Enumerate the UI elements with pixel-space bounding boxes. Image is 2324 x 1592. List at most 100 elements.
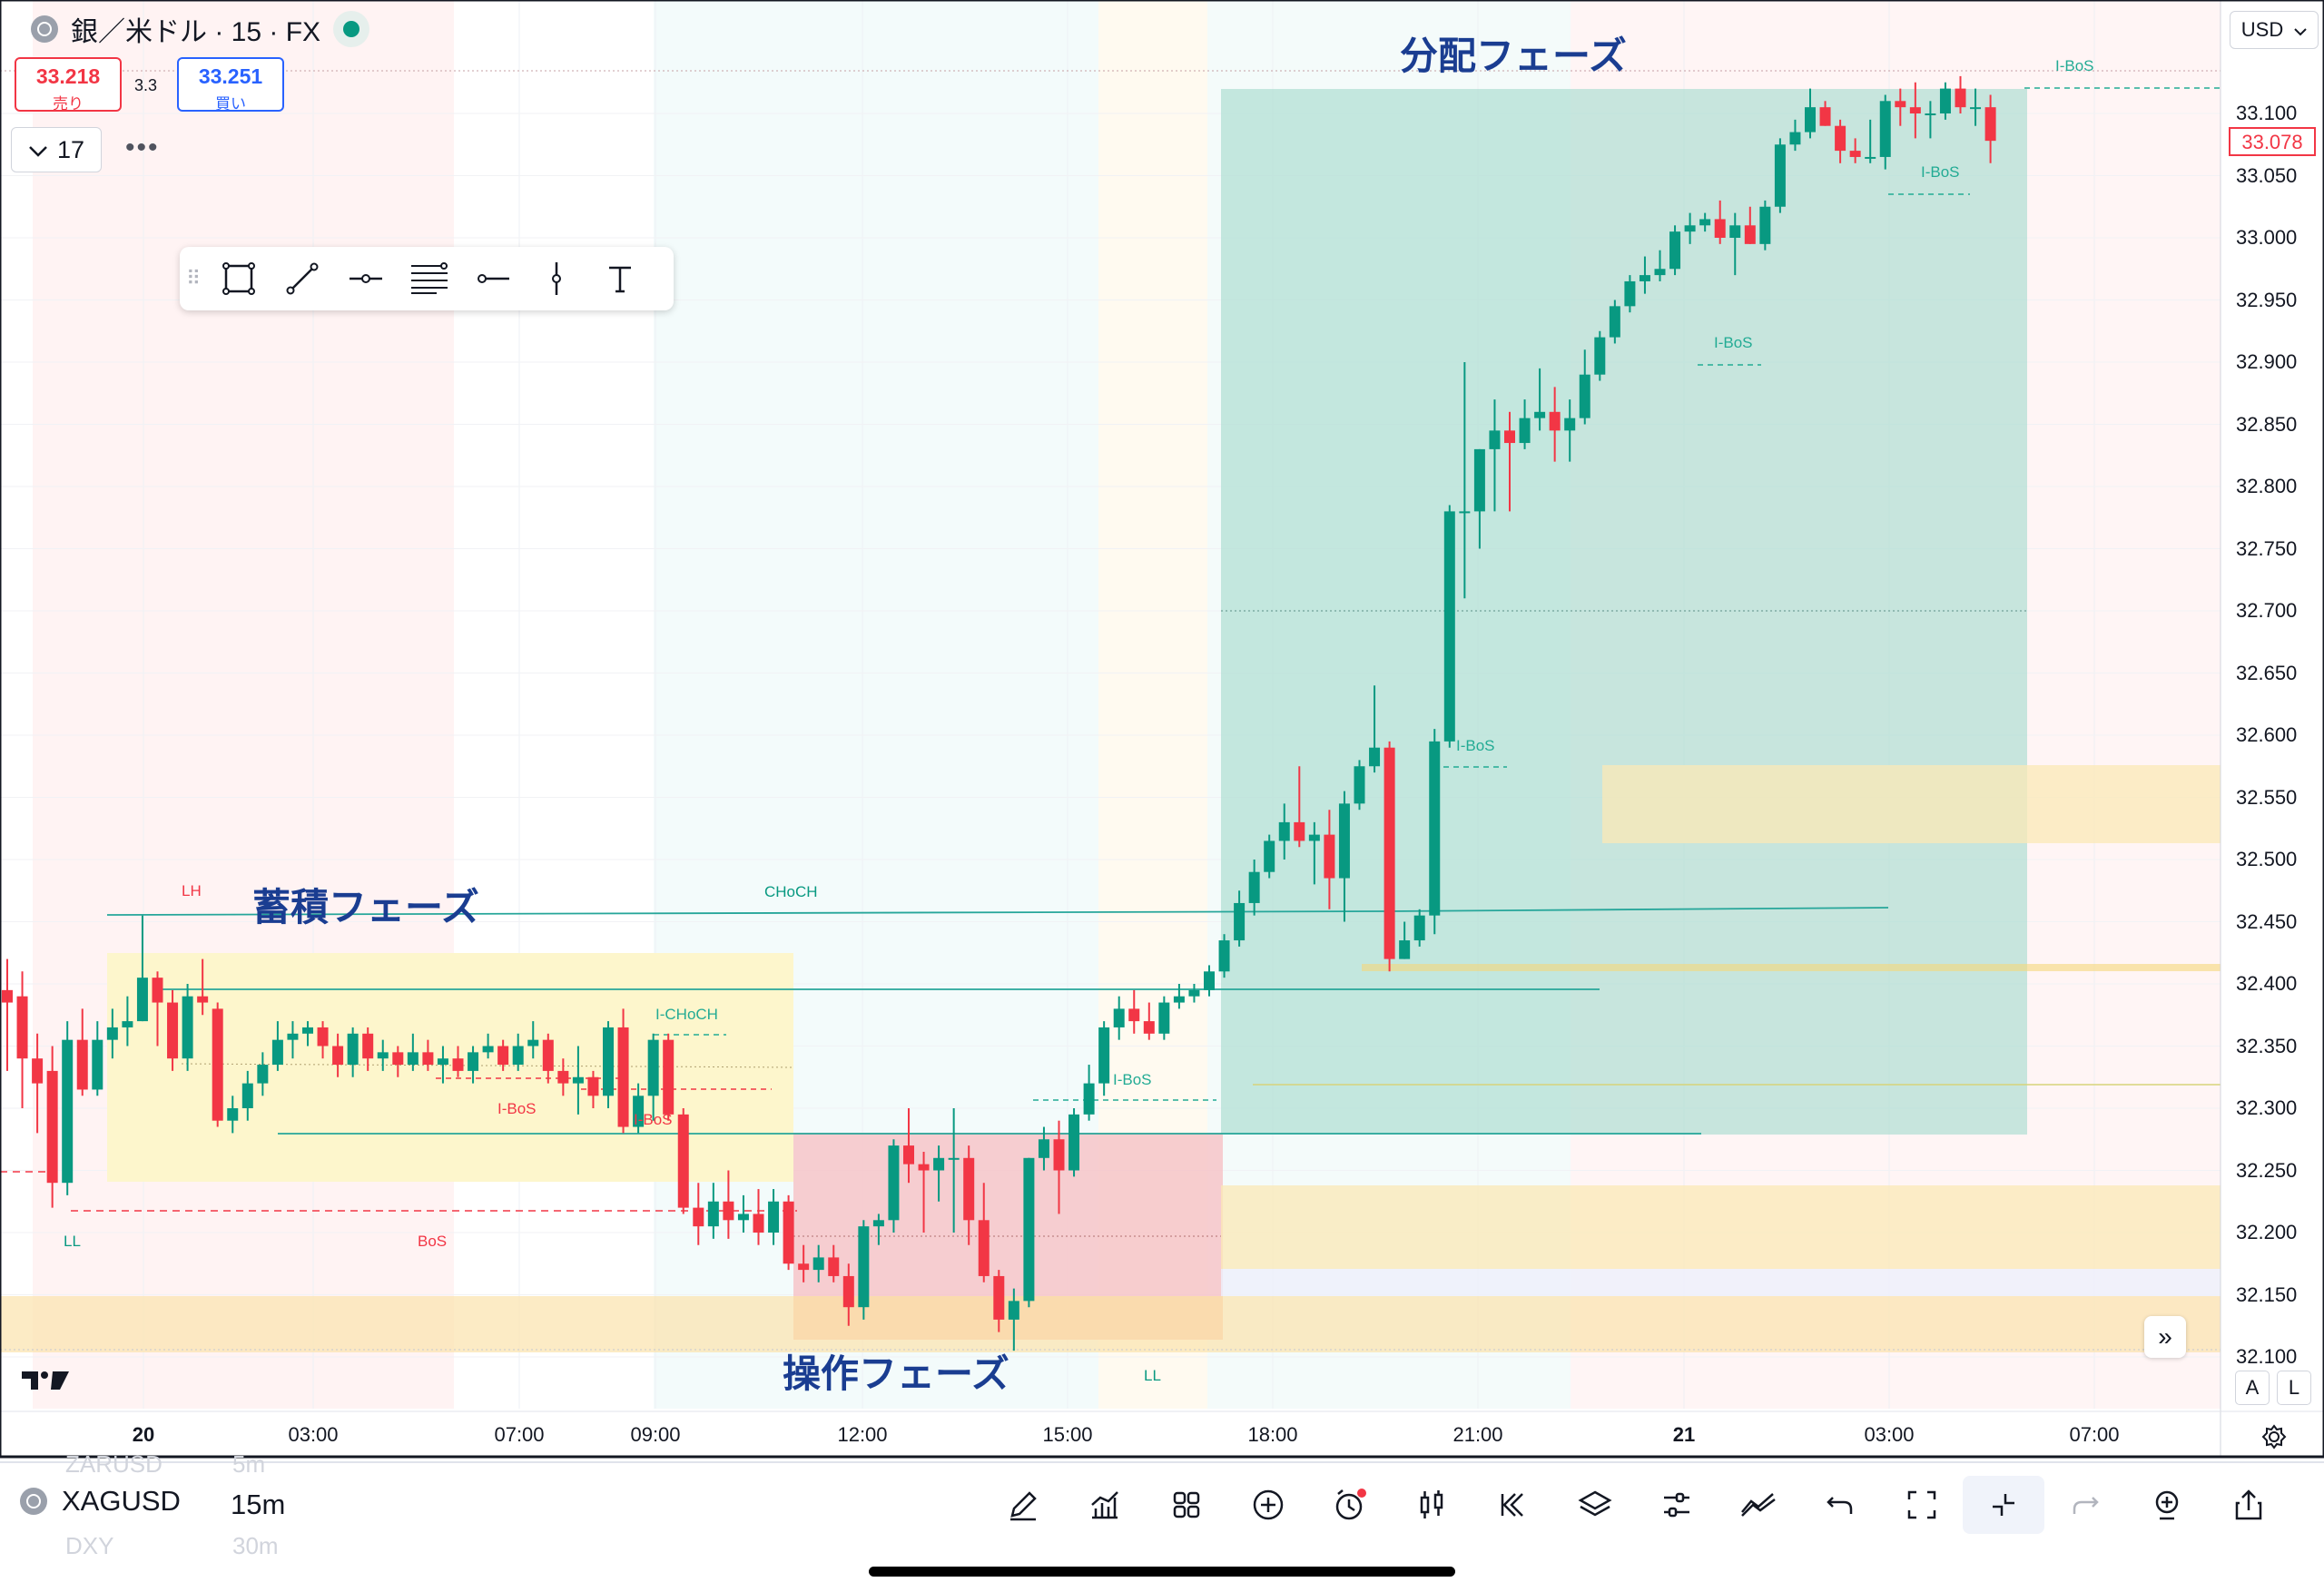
candles-icon[interactable]	[1391, 1476, 1472, 1534]
horizontal-line-tool-icon[interactable]	[461, 247, 525, 310]
sell-button[interactable]: 33.218 売り	[15, 57, 122, 113]
fullscreen-icon[interactable]	[1881, 1476, 1963, 1534]
vertical-line-tool-icon[interactable]	[525, 247, 588, 310]
window-border	[0, 0, 2324, 1459]
candle-body	[587, 1076, 599, 1096]
time-tick-label: 09:00	[630, 1423, 681, 1446]
candle-body	[407, 1052, 419, 1066]
scroll-to-realtime-button[interactable]: »	[2144, 1316, 2186, 1358]
candle-body	[1759, 206, 1771, 244]
redo-icon[interactable]	[2044, 1476, 2126, 1534]
add-icon[interactable]	[1227, 1476, 1309, 1534]
layers-icon[interactable]	[1554, 1476, 1636, 1534]
candle-body	[1098, 1027, 1110, 1084]
candle-body	[1008, 1301, 1019, 1320]
interval-wheel-next[interactable]: 30m	[232, 1532, 279, 1559]
rectangle-tool-icon[interactable]	[207, 247, 271, 310]
candle-body	[1399, 940, 1411, 959]
candle-body	[918, 1164, 930, 1171]
alert-clock-icon[interactable]	[1309, 1476, 1391, 1534]
settings-icon[interactable]	[2260, 1423, 2288, 1455]
candle-body	[963, 1157, 975, 1221]
indicator-count: 17	[56, 135, 85, 163]
symbol-selector[interactable]: XAGUSD	[20, 1485, 181, 1518]
share-icon[interactable]	[2208, 1476, 2290, 1534]
fib-retracement-tool-icon[interactable]	[398, 247, 461, 310]
candle-body	[422, 1052, 434, 1066]
candle-body	[1248, 871, 1260, 903]
price-tick-label: 32.750	[2236, 536, 2298, 560]
manipulation-phase-label: 操作フェーズ	[783, 1352, 1009, 1395]
candle-body	[136, 978, 148, 1022]
log-scale-button[interactable]: L	[2277, 1371, 2311, 1405]
drag-handle-icon[interactable]: ⠿	[185, 267, 202, 290]
symbol-wheel-prev[interactable]: ZARUSD	[65, 1450, 162, 1478]
candle-body	[572, 1076, 584, 1084]
price-tick-label: 32.650	[2236, 661, 2298, 684]
choch-line	[106, 910, 1390, 916]
auto-scale-button[interactable]: A	[2235, 1371, 2270, 1405]
horizontal-ray-tool-icon[interactable]	[334, 247, 398, 310]
currency-label: USD	[2240, 18, 2284, 41]
settings-sliders-icon[interactable]	[1636, 1476, 1718, 1534]
order-block	[1362, 964, 2221, 971]
candle-body	[1819, 107, 1831, 126]
indicator-count-toggle[interactable]: 17	[11, 127, 102, 172]
candle-body	[1789, 132, 1801, 145]
candle-body	[512, 1046, 524, 1066]
symbol-header[interactable]: 銀／米ドル · 15 · FX	[31, 9, 370, 49]
candle-body	[858, 1226, 870, 1308]
candle-body	[167, 1002, 179, 1059]
drawing-pen-icon[interactable]	[982, 1476, 1064, 1534]
candle-body	[617, 1027, 629, 1127]
spread-value: 3.3	[134, 76, 158, 94]
candle-body	[1324, 834, 1335, 879]
replay-icon[interactable]	[1472, 1476, 1554, 1534]
trend-line-tool-icon[interactable]	[271, 247, 334, 310]
candle-body	[872, 1220, 884, 1227]
chart-pane[interactable]	[0, 0, 2324, 1461]
order-block	[0, 1296, 2221, 1352]
price-tick-label: 32.100	[2236, 1345, 2298, 1368]
time-tick-label: 15:00	[1042, 1423, 1093, 1446]
indicators-icon[interactable]	[1064, 1476, 1146, 1534]
candle-body	[16, 996, 28, 1059]
ibos-label: I-BoS	[2055, 57, 2094, 74]
crosshair-icon[interactable]	[1963, 1476, 2044, 1534]
currency-selector[interactable]: USD	[2230, 11, 2319, 49]
candle-body	[783, 1201, 794, 1264]
candle-body	[1264, 840, 1275, 872]
candle-body	[1023, 1157, 1035, 1302]
accumulation-phase-label: 蓄積フェーズ	[252, 886, 479, 929]
text-tool-icon[interactable]	[588, 247, 652, 310]
chevron-down-icon	[2294, 18, 2307, 42]
candle-body	[1895, 101, 1906, 108]
time-tick-label: 21	[1672, 1423, 1696, 1446]
candle-body	[1083, 1083, 1095, 1115]
symbol-wheel-next[interactable]: DXY	[65, 1532, 114, 1559]
candle-body	[1549, 411, 1561, 431]
candle-body	[437, 1058, 448, 1066]
add-alert-icon[interactable]	[2126, 1476, 2208, 1534]
buy-button[interactable]: 33.251 買い	[177, 57, 284, 113]
order-block	[1221, 1185, 2221, 1269]
undo-icon[interactable]	[1799, 1476, 1881, 1534]
time-tick-label: 18:00	[1247, 1423, 1298, 1446]
candle-body	[1068, 1114, 1080, 1171]
interval-selector[interactable]: 15m	[231, 1489, 286, 1520]
candle-body	[933, 1157, 945, 1171]
candle-body	[737, 1214, 749, 1221]
candle-body	[828, 1257, 840, 1276]
more-options-icon[interactable]: •••	[125, 133, 160, 162]
candle-body	[1443, 511, 1455, 742]
interval-wheel-prev[interactable]: 5m	[232, 1450, 266, 1478]
candle-body	[257, 1065, 269, 1084]
candle-body	[302, 1027, 313, 1034]
candle-body	[1805, 107, 1816, 133]
market-open-icon[interactable]	[333, 11, 370, 47]
compare-icon[interactable]	[1718, 1476, 1799, 1534]
candle-body	[1729, 225, 1741, 238]
candle-body	[753, 1214, 764, 1233]
layouts-icon[interactable]	[1146, 1476, 1227, 1534]
